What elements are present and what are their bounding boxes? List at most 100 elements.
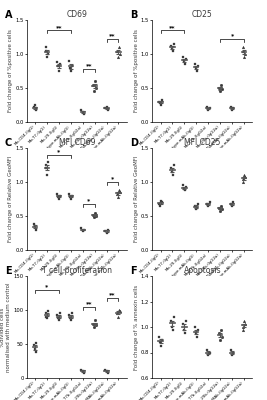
Point [219,334,224,340]
Point [45,315,50,321]
Point [195,205,199,211]
Point [116,314,120,320]
Point [34,226,39,233]
Point [117,44,121,50]
Point [91,212,95,218]
Point [170,45,174,52]
Point [207,199,212,206]
Point [32,342,36,348]
Point [206,352,210,358]
Text: F: F [130,266,137,276]
Text: **: ** [85,301,92,306]
Point [94,213,98,219]
Point [32,346,37,353]
Text: *: * [87,198,90,203]
Point [181,321,185,328]
Text: E: E [5,266,11,276]
Point [241,326,246,333]
Point [104,104,109,110]
Point [44,314,49,320]
Point [219,206,224,212]
Point [55,312,60,319]
Point [33,349,38,355]
Title: T cell proliferation: T cell proliferation [42,266,112,275]
Point [242,318,247,324]
Point [45,54,50,60]
Point [117,307,121,313]
Point [218,88,222,94]
Point [169,43,173,49]
Point [158,339,162,346]
Point [55,59,60,65]
Title: MFI CD69: MFI CD69 [58,138,95,147]
Point [44,165,49,172]
Y-axis label: Fold change of %positive cells: Fold change of %positive cells [8,30,13,112]
Point [243,321,248,328]
Point [92,88,96,94]
Point [32,102,37,108]
Point [217,330,221,336]
Point [82,226,86,233]
Point [115,310,119,317]
Point [81,228,85,234]
Point [46,308,50,314]
Point [218,207,222,214]
Point [44,162,48,168]
Point [182,58,186,64]
Point [81,368,85,374]
Point [159,102,163,108]
Point [67,191,72,198]
Text: D: D [130,138,138,148]
Point [242,172,247,178]
Point [170,169,174,175]
Point [240,324,245,330]
Point [231,199,235,206]
Point [205,200,209,207]
Point [196,200,200,207]
Point [219,86,224,92]
Point [58,61,62,67]
Text: *: * [230,34,234,38]
Text: *: * [111,176,114,182]
Point [104,230,109,236]
Point [91,82,95,88]
Point [159,343,163,349]
Point [194,206,198,212]
Point [81,108,85,115]
Point [55,191,60,198]
Point [117,187,121,193]
Point [58,192,62,199]
Point [115,48,119,54]
Point [230,106,234,113]
Point [93,317,97,323]
Title: CD69: CD69 [66,10,87,19]
Point [58,310,62,317]
Point [118,189,122,195]
Text: **: ** [109,34,116,38]
Point [159,198,163,204]
Point [205,347,209,353]
Y-axis label: Fold change of Relative GeoMFI: Fold change of Relative GeoMFI [134,156,139,242]
Point [69,317,73,323]
Point [171,48,175,54]
Point [171,326,175,333]
Point [183,330,187,336]
Point [241,44,246,50]
Point [104,368,109,374]
Point [230,352,234,358]
Title: CD25: CD25 [192,10,213,19]
Point [157,200,161,207]
Point [207,105,212,112]
Point [160,336,164,343]
Point [94,322,98,328]
Point [32,104,36,110]
Point [231,105,235,112]
Point [169,318,173,324]
Point [243,51,248,57]
Text: **: ** [85,64,92,68]
Point [56,194,61,200]
Y-axis label: Fold change of %positive cells: Fold change of %positive cells [134,30,139,112]
Point [82,369,86,376]
Point [195,334,199,340]
Point [57,68,61,74]
